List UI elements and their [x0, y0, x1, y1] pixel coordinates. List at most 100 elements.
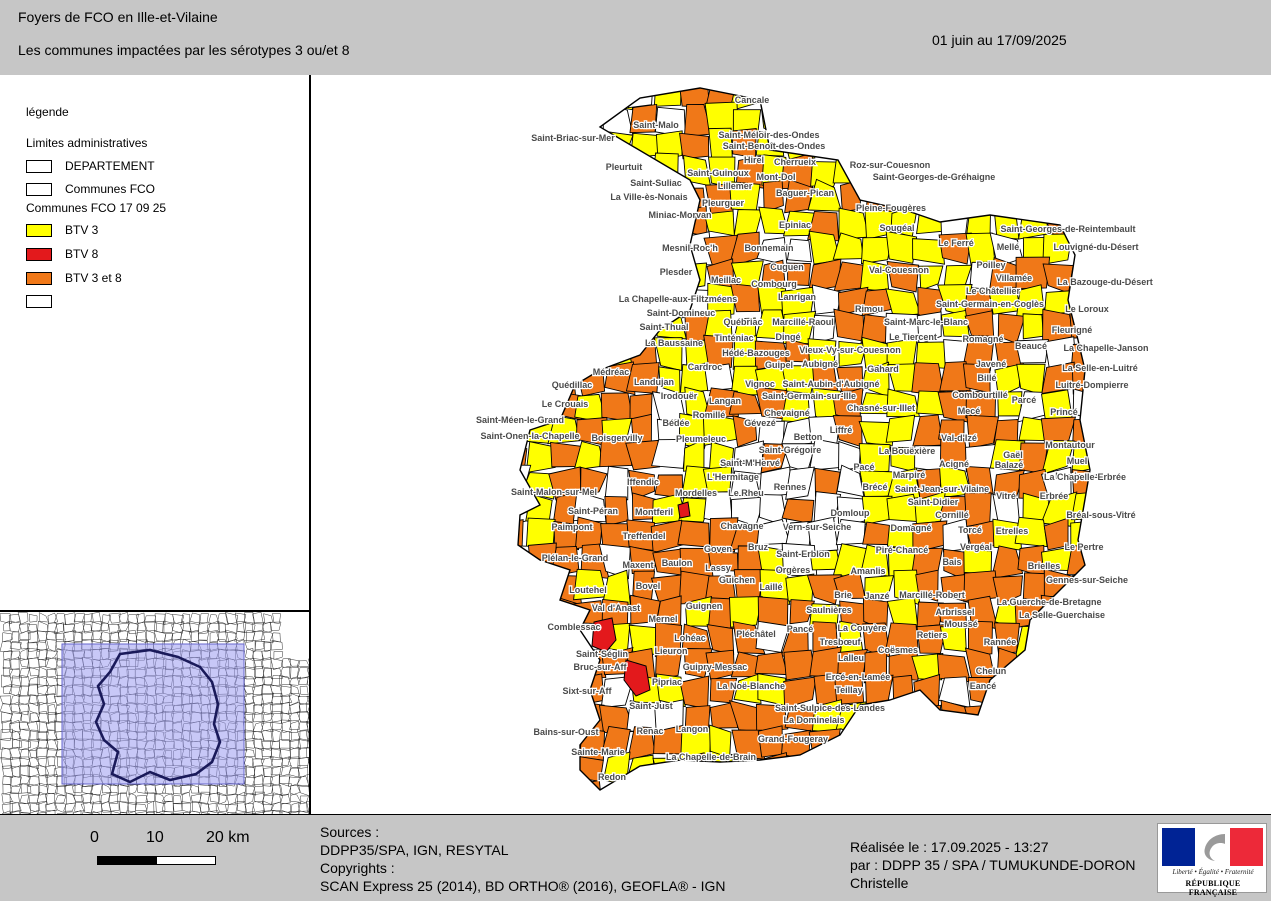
inset-commune-cell	[244, 612, 255, 624]
commune-area	[885, 414, 916, 443]
commune-label: Betton	[794, 432, 823, 442]
inset-commune-cell	[189, 612, 200, 624]
commune-label: Javené	[976, 359, 1007, 369]
commune-area	[551, 261, 581, 292]
inset-commune-cell	[225, 804, 238, 814]
commune-area	[754, 340, 791, 371]
commune-area	[964, 310, 995, 344]
commune-label: Marpiré	[893, 470, 926, 480]
legend-swatch	[26, 247, 52, 261]
commune-label: Sixt-sur-Aff	[563, 686, 613, 696]
commune-area	[599, 438, 635, 468]
inset-commune-cell	[207, 802, 217, 813]
inset-commune-cell	[29, 694, 39, 707]
inset-commune-cell	[1, 803, 14, 814]
inset-commune-cell	[108, 792, 118, 804]
inset-commune-cell	[99, 631, 111, 643]
commune-area	[993, 157, 1022, 187]
commune-label: Saint-Georges-de-Gréhaigne	[873, 172, 996, 182]
inset-commune-cell	[144, 621, 158, 632]
inset-commune-cell	[273, 651, 284, 660]
commune-label: Tresbœuf	[819, 637, 861, 647]
commune-label: Lieuron	[655, 646, 688, 656]
commune-area	[703, 334, 734, 368]
logo-flag-blue	[1162, 828, 1195, 866]
commune-area	[888, 650, 919, 681]
inset-commune-cell	[280, 802, 291, 814]
inset-commune-cell	[287, 701, 301, 715]
inset-commune-cell	[46, 749, 58, 758]
inset-commune-cell	[252, 711, 265, 723]
legend-label: DEPARTEMENT	[65, 159, 155, 173]
commune-label: Billé	[977, 373, 996, 383]
inset-commune-cell	[181, 801, 192, 814]
commune-area	[789, 599, 816, 625]
commune-label: Saint-Malo	[633, 120, 679, 130]
inset-commune-cell	[244, 774, 256, 787]
inset-commune-cell	[108, 612, 121, 624]
inset-commune-cell	[47, 704, 58, 715]
commune-area	[527, 258, 555, 293]
inset-commune-cell	[134, 803, 148, 811]
inset-commune-cell	[109, 631, 120, 644]
commune-area	[814, 101, 840, 134]
inset-commune-cell	[108, 800, 120, 812]
inset-commune-cell	[251, 786, 264, 796]
commune-label: Liffré	[830, 425, 853, 435]
commune-label: Bédée	[662, 418, 689, 428]
commune-area	[785, 466, 815, 500]
inset-commune-cell	[153, 810, 163, 814]
commune-label: Saint-Péran	[568, 506, 618, 516]
commune-area	[1040, 88, 1075, 109]
commune-label: Laillé	[759, 582, 782, 592]
commune-area	[553, 751, 581, 784]
inset-commune-cell	[170, 812, 184, 814]
commune-label: Arbrissel	[935, 607, 974, 617]
commune-label: Pleurtuit	[606, 162, 643, 172]
commune-label: Amanlis	[850, 566, 885, 576]
commune-area	[576, 213, 602, 242]
inset-commune-cell	[102, 783, 112, 794]
commune-area	[993, 781, 1023, 790]
commune-label: Saint-Briac-sur-Mer	[531, 133, 615, 143]
inset-commune-cell	[298, 810, 309, 814]
inset-commune-cell	[252, 730, 265, 741]
inset-commune-cell	[154, 783, 166, 795]
inset-commune-cell	[270, 658, 283, 671]
commune-label: Bonnemain	[744, 243, 793, 253]
inset-commune-cell	[36, 640, 48, 651]
commune-area	[994, 363, 1021, 398]
inset-commune-cell	[172, 784, 181, 795]
inset-commune-cell	[261, 748, 273, 757]
commune-label: Romagné	[962, 334, 1003, 344]
commune-area	[1095, 391, 1122, 422]
commune-area	[1018, 724, 1047, 761]
legend-section-fco: Communes FCO 17 09 25	[26, 201, 167, 215]
commune-area	[1068, 752, 1090, 785]
inset-commune-cell	[199, 613, 209, 625]
inset-commune-cell	[280, 684, 292, 698]
commune-area	[525, 751, 556, 785]
inset-commune-cell	[37, 738, 50, 750]
commune-area	[548, 101, 579, 134]
commune-label: Hirel	[744, 155, 764, 165]
inset-commune-cell	[47, 612, 59, 624]
commune-area	[965, 129, 996, 158]
inset-commune-cell	[37, 676, 50, 688]
commune-area	[1067, 700, 1090, 734]
commune-label: Eancé	[970, 681, 997, 691]
inset-commune-cell	[252, 738, 265, 751]
inset-commune-cell	[54, 802, 66, 814]
commune-label: Pacé	[853, 462, 874, 472]
commune-label: Guipel	[765, 360, 793, 370]
commune-area	[1048, 672, 1078, 709]
inset-commune-cell	[224, 612, 239, 625]
commune-label: Rimou	[855, 304, 883, 314]
commune-area	[1015, 702, 1052, 729]
commune-area	[762, 180, 784, 213]
commune-labels: CancaleSaint-MaloSaint-Méloir-des-OndesS…	[475, 94, 1154, 783]
inset-commune-cell	[145, 792, 155, 803]
commune-label: La Ville-ès-Nonais	[610, 192, 687, 202]
inset-commune-cell	[12, 729, 22, 741]
commune-label: La Bazouge-du-Désert	[1057, 277, 1153, 287]
